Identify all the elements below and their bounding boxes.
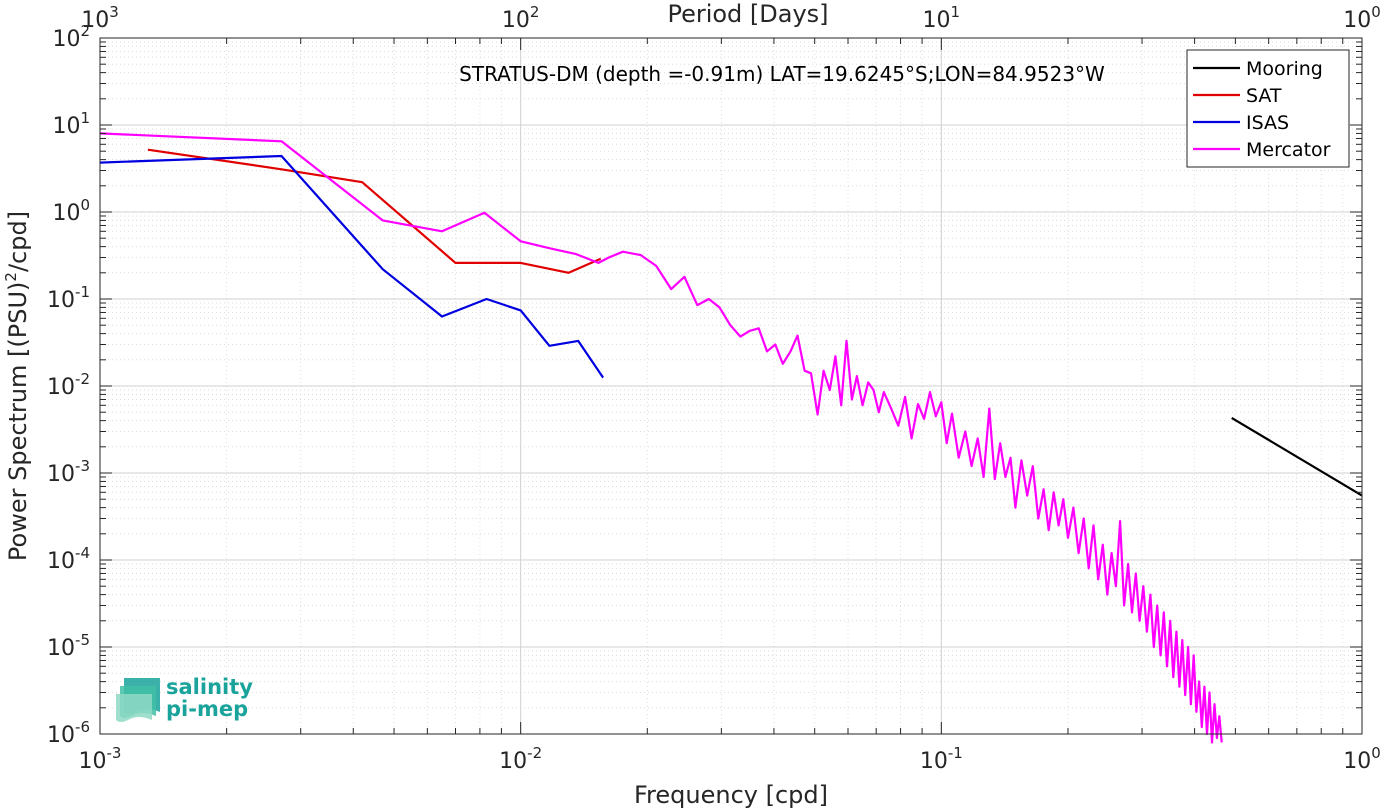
legend-label-mooring: Mooring xyxy=(1246,58,1323,80)
x-tick-label: 100 xyxy=(1343,744,1381,774)
series-mercator-line xyxy=(99,132,1223,744)
y-axis-label: Power Spectrum [(PSU)2/cpd] xyxy=(2,211,32,561)
salinity-pi-mep-logo: salinity pi-mep xyxy=(116,675,253,722)
logo-mark-icon xyxy=(116,678,160,722)
x2-axis-label: Period [Days] xyxy=(667,0,828,28)
chart-title: STRATUS-DM (depth =-0.91m) LAT=19.6245°S… xyxy=(459,62,1105,86)
y-tick-label: 10-1 xyxy=(47,283,90,313)
y-tick-label: 10-3 xyxy=(47,457,90,487)
series-sat-line xyxy=(147,148,602,274)
x-axis-label: Frequency [cpd] xyxy=(634,781,828,809)
y-tick-label: 100 xyxy=(52,196,90,226)
legend: Mooring SAT ISAS Mercator xyxy=(1186,49,1350,168)
y-tick-label: 102 xyxy=(52,22,90,52)
logo-text-pi-mep: pi-mep xyxy=(166,697,248,721)
y-tick-label: 10-6 xyxy=(47,718,90,748)
series-layer xyxy=(99,132,1363,744)
logo-text-salinity: salinity xyxy=(166,675,253,699)
x-tick-label: 10-3 xyxy=(79,744,122,774)
logo-wave-front xyxy=(116,694,152,722)
series-isas-line xyxy=(99,154,605,379)
series-mooring-line xyxy=(1231,416,1363,497)
y-tick-label: 10-2 xyxy=(47,370,90,400)
x-tick-label: 10-1 xyxy=(920,744,963,774)
y-tick-label: 101 xyxy=(52,109,90,139)
legend-label-sat: SAT xyxy=(1246,85,1282,107)
legend-items: Mooring SAT ISAS Mercator xyxy=(1193,58,1331,161)
grid xyxy=(99,37,1363,735)
legend-box xyxy=(1186,49,1350,168)
x2-tick-label: 103 xyxy=(81,3,119,33)
tick-layer xyxy=(99,37,1363,735)
legend-label-isas: ISAS xyxy=(1246,112,1289,134)
x2-tick-label: 100 xyxy=(1343,3,1381,33)
y-tick-label: 10-4 xyxy=(47,544,90,574)
x2-tick-label: 102 xyxy=(502,3,540,33)
x2-tick-label: 101 xyxy=(923,3,961,33)
x-tick-label: 10-2 xyxy=(499,744,542,774)
y-tick-label: 10-5 xyxy=(47,631,90,661)
legend-label-mercator: Mercator xyxy=(1246,139,1331,161)
